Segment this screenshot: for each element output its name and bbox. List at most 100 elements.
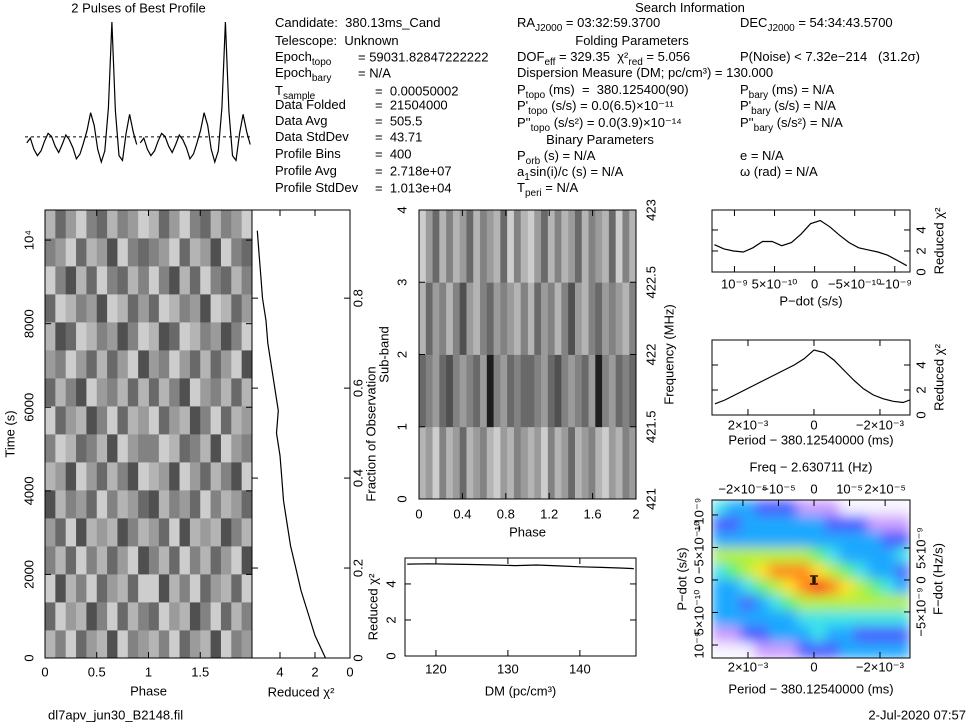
grey-cell: [520, 210, 528, 283]
grey-cell: [107, 238, 118, 267]
contour-cell: [867, 642, 883, 658]
grey-cell: [138, 546, 149, 575]
x2-tick-label: 10⁻⁵: [836, 481, 863, 496]
x-tick-label: −5×10⁻¹⁰: [828, 276, 881, 291]
grey-cell: [169, 434, 180, 463]
x-tick-label: 2: [311, 664, 318, 679]
grey-cell: [86, 238, 98, 267]
grey-cell: [55, 350, 67, 379]
grey-cell: [76, 630, 87, 659]
grey-cell: [86, 350, 98, 379]
contour-cell: [782, 515, 798, 533]
grey-cell: [179, 378, 191, 407]
grey-cell: [138, 630, 149, 659]
grey-cell: [200, 602, 211, 631]
grey-cell: [169, 546, 180, 575]
grey-cell: [55, 462, 67, 491]
grey-cell: [480, 282, 488, 355]
contour-cell: [768, 531, 784, 548]
grey-cell: [117, 210, 129, 239]
grey-cell: [148, 462, 160, 491]
contour-cell: [867, 531, 883, 548]
grey-cell: [148, 266, 160, 295]
grey-cell: [45, 434, 56, 463]
grey-cell: [568, 354, 576, 428]
x-tick-label: −2×10⁻³: [856, 417, 905, 432]
grey-cell: [459, 282, 467, 355]
info-subscript: topo: [526, 90, 546, 101]
grey-cell: [158, 602, 170, 631]
grey-cell: [169, 294, 180, 323]
chart-title: 2 Pulses of Best Profile: [71, 0, 205, 15]
contour-cell: [754, 626, 770, 643]
info-line: a1sin(i)/c (s) = N/A: [517, 164, 624, 182]
grey-cell: [76, 350, 87, 379]
grey-cell: [107, 434, 118, 463]
grey-cell: [117, 266, 129, 295]
info-line: Telescope: Unknown: [275, 33, 399, 48]
y-axis-label: Reduced χ²: [931, 343, 946, 410]
grey-cell: [452, 426, 461, 500]
grey-cell: [241, 266, 253, 295]
grey-cell: [507, 210, 515, 283]
contour-cell: [712, 610, 727, 627]
grey-cell: [220, 434, 232, 463]
contour-cell: [881, 642, 897, 658]
grey-cell: [148, 406, 160, 435]
grey-cell: [179, 350, 191, 379]
grey-cell: [568, 282, 576, 355]
grey-cell: [179, 462, 191, 491]
grey-cell: [189, 518, 201, 547]
contour-cell: [740, 642, 755, 658]
grey-cell: [148, 238, 160, 267]
grey-cell: [200, 294, 211, 323]
grey-cell: [425, 354, 433, 428]
info-text: (ms) = N/A: [768, 82, 834, 97]
info-subscript: topo: [312, 57, 332, 68]
y-tick-label: 4: [913, 226, 928, 233]
grey-cell: [148, 546, 160, 575]
grey-cell: [107, 630, 118, 659]
info-subscript: topo: [528, 106, 548, 117]
contour-cell: [740, 563, 755, 580]
grey-cell: [179, 294, 191, 323]
contour-cell: [881, 563, 897, 580]
grey-cell: [527, 210, 535, 283]
grey-cell: [158, 322, 170, 351]
grey-cell: [65, 406, 77, 435]
contour-cell: [740, 626, 755, 643]
info-line: P''topo (s/s²) = 0.0(3.9)×10⁻¹⁴: [517, 115, 682, 133]
grey-cell: [425, 210, 433, 283]
grey-cell: [65, 434, 77, 463]
grey-cell: [96, 322, 108, 351]
grey-cell: [541, 426, 549, 500]
info-text: Data Folded: [275, 97, 346, 112]
x-axis-label: Period − 380.12540000 (ms): [728, 432, 893, 447]
contour-cell: [853, 594, 869, 612]
contour-cell: [825, 594, 840, 612]
grey-cell: [588, 210, 596, 283]
contour-cell: [782, 531, 798, 548]
contour-cell: [825, 563, 840, 580]
grey-cell: [200, 462, 211, 491]
grey-cell: [210, 574, 222, 603]
grey-cell: [189, 238, 201, 267]
grey-cell: [189, 322, 201, 351]
contour-cell: [867, 626, 883, 643]
grey-cell: [231, 490, 243, 519]
y-tick-label: 0.8: [350, 289, 365, 307]
grey-cell: [189, 210, 201, 239]
y-tick-label: 2: [383, 616, 398, 623]
info-line: Data Folded: [275, 97, 346, 112]
grey-cell: [76, 462, 87, 491]
info-text: Data Avg: [275, 113, 328, 128]
contour-cell: [867, 547, 883, 564]
info-line: P'bary (s/s) = N/A: [740, 98, 836, 116]
grey-cell: [231, 462, 243, 491]
grey-cell: [473, 426, 481, 500]
grey-cell: [96, 574, 108, 603]
grey-cell: [45, 294, 56, 323]
grey-cell: [220, 266, 232, 295]
y-tick-label: 5×10⁻¹⁰: [691, 590, 706, 636]
contour-clip-group: [712, 500, 910, 658]
